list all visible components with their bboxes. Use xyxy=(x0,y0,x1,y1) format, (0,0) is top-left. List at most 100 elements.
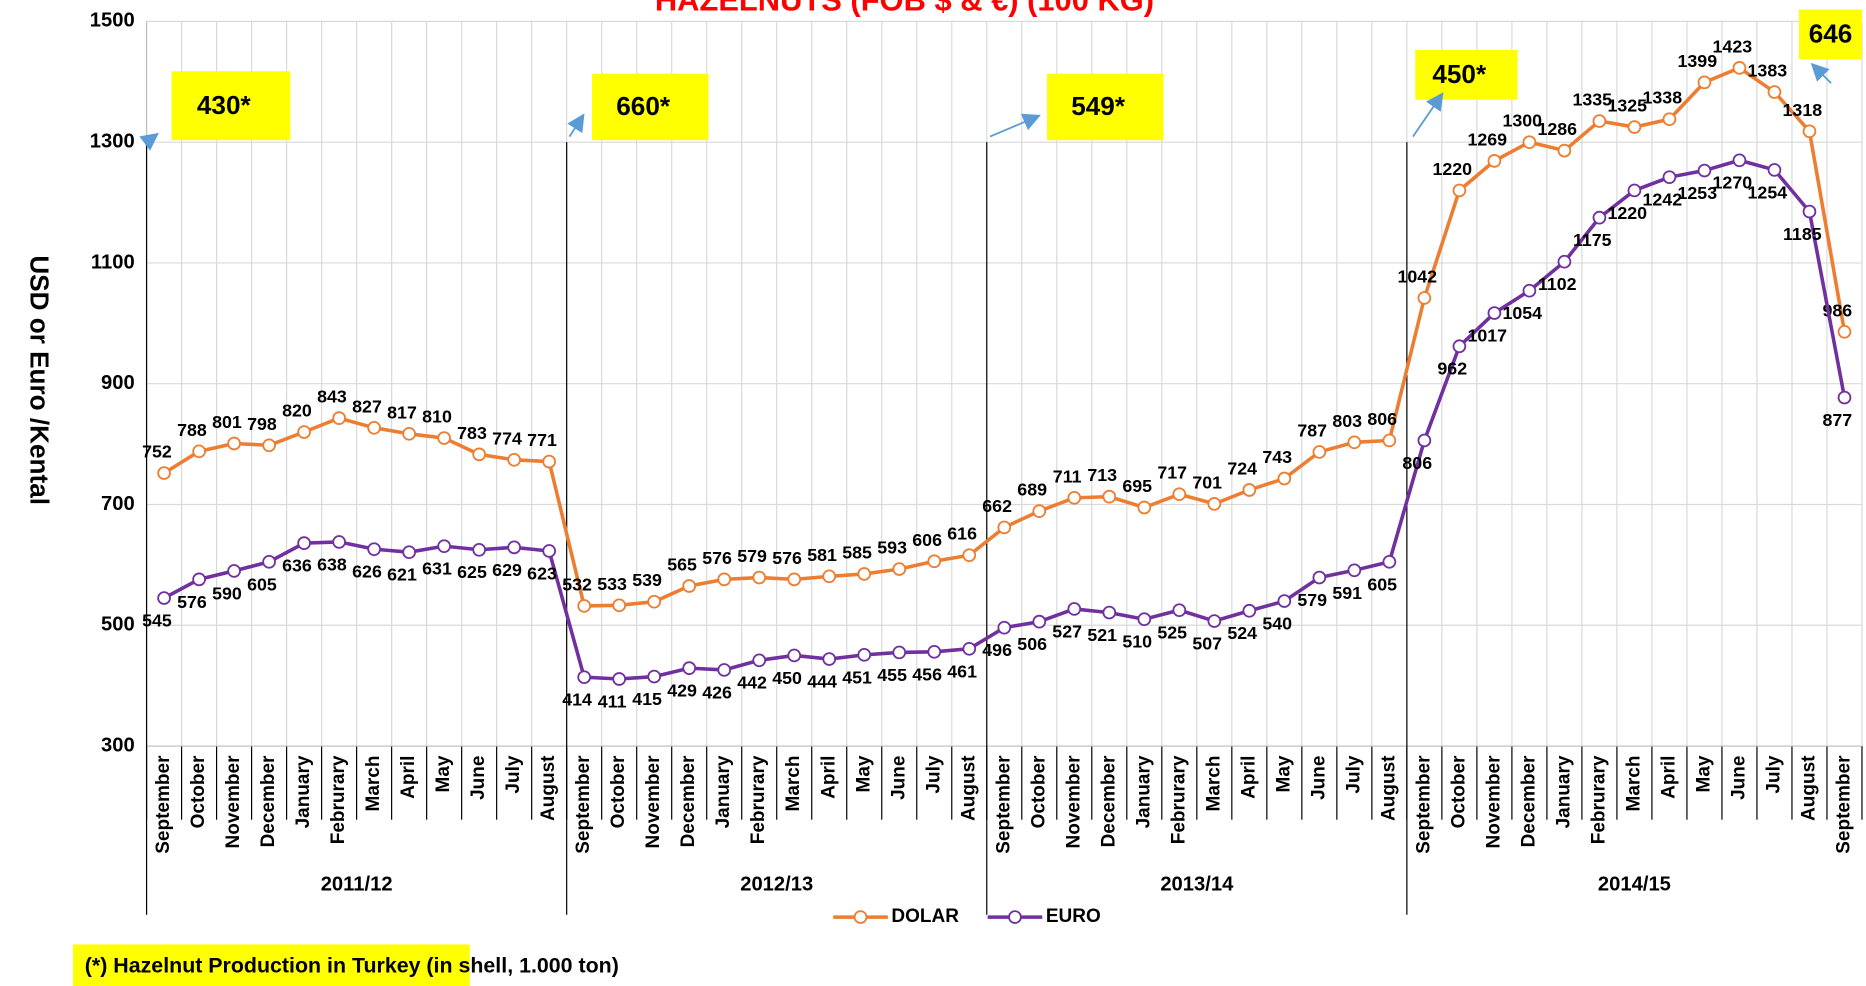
x-tick-label: December xyxy=(258,755,279,847)
annotation: 549* xyxy=(1071,91,1126,121)
point xyxy=(367,420,381,435)
point xyxy=(1837,390,1852,405)
point xyxy=(332,411,346,425)
point xyxy=(1802,204,1817,219)
point xyxy=(1522,283,1537,298)
point xyxy=(822,569,837,584)
data-label: 579 xyxy=(737,546,767,566)
data-label: 442 xyxy=(737,673,767,693)
data-label: 623 xyxy=(527,563,557,583)
data-label: 621 xyxy=(387,565,417,585)
data-label: 450 xyxy=(772,668,802,688)
annotation-box xyxy=(1415,49,1518,100)
data-label: 579 xyxy=(1297,590,1327,610)
x-tick-label: Februrary xyxy=(748,755,769,844)
x-tick-label: November xyxy=(223,755,244,849)
legend-label: DOLAR xyxy=(891,906,959,927)
annotation-box xyxy=(171,71,291,141)
point xyxy=(1627,120,1642,134)
data-label: 565 xyxy=(667,555,697,575)
point xyxy=(542,454,557,469)
point xyxy=(1487,154,1502,168)
x-tick-label: August xyxy=(538,755,559,821)
data-label: 593 xyxy=(877,538,907,558)
x-tick-label: July xyxy=(1343,755,1364,793)
point xyxy=(612,672,627,686)
x-tick-label: May xyxy=(433,755,454,792)
point xyxy=(1382,433,1397,448)
point xyxy=(752,570,767,585)
data-label: 713 xyxy=(1087,465,1117,485)
x-tick-label: August xyxy=(958,755,979,821)
data-label: 662 xyxy=(982,496,1012,516)
point xyxy=(1207,614,1222,628)
point xyxy=(1137,612,1152,627)
data-label: 1423 xyxy=(1713,36,1753,56)
x-tick-label: July xyxy=(1763,755,1784,793)
data-label: 1042 xyxy=(1397,266,1437,286)
point xyxy=(682,579,697,593)
point xyxy=(1662,112,1677,127)
annotation-box xyxy=(1047,73,1164,141)
point xyxy=(297,536,311,550)
x-tick-label: January xyxy=(1133,755,1154,828)
data-label: 638 xyxy=(317,554,347,574)
x-tick-label: December xyxy=(1518,755,1539,847)
data-label: 810 xyxy=(422,407,452,427)
point xyxy=(682,661,697,675)
data-label: 451 xyxy=(842,667,872,687)
data-label: 701 xyxy=(1192,472,1222,492)
annotation: 430* xyxy=(197,90,252,120)
point xyxy=(1067,491,1082,505)
legend-marker xyxy=(1008,910,1022,924)
data-label: 576 xyxy=(177,592,207,612)
x-tick-label: October xyxy=(1448,755,1469,828)
point xyxy=(647,669,662,684)
point xyxy=(717,572,732,587)
y-tick-label: 300 xyxy=(101,734,135,756)
data-label: 788 xyxy=(177,420,207,440)
x-tick-label: June xyxy=(888,756,909,800)
point xyxy=(1032,504,1047,518)
point xyxy=(1557,254,1572,269)
point xyxy=(1382,555,1397,569)
point xyxy=(507,540,521,555)
data-label: 1253 xyxy=(1678,183,1718,203)
data-label: 711 xyxy=(1053,466,1082,486)
point xyxy=(472,447,486,462)
point xyxy=(1417,433,1432,448)
data-label: 510 xyxy=(1122,632,1152,652)
point xyxy=(1732,61,1747,75)
data-label: 1185 xyxy=(1783,224,1822,244)
x-tick-label: January xyxy=(713,755,734,828)
x-tick-label: March xyxy=(783,756,804,812)
point xyxy=(927,644,942,659)
x-tick-label: October xyxy=(1028,755,1049,828)
data-label: 717 xyxy=(1157,463,1187,483)
annotation-arrow xyxy=(567,113,585,138)
data-label: 496 xyxy=(982,640,1012,660)
data-label: 962 xyxy=(1437,359,1467,379)
x-tick-label: May xyxy=(1693,755,1714,792)
point xyxy=(717,663,732,677)
annotation: 450* xyxy=(1432,59,1487,89)
point xyxy=(1452,183,1467,198)
data-label: 1335 xyxy=(1572,90,1612,110)
point xyxy=(437,431,451,445)
data-label: 752 xyxy=(142,442,172,462)
x-tick-label: March xyxy=(1203,756,1224,812)
data-label: 787 xyxy=(1297,420,1327,440)
x-tick-label: April xyxy=(1238,756,1259,799)
data-label: 843 xyxy=(317,387,347,407)
data-label: 1270 xyxy=(1713,173,1753,193)
x-tick-label: Februrary xyxy=(328,755,349,844)
annotation-arrow xyxy=(139,132,159,151)
data-label: 605 xyxy=(247,574,277,594)
x-tick-label: Februrary xyxy=(1588,755,1609,844)
x-tick-label: January xyxy=(1553,755,1574,828)
data-label: 827 xyxy=(352,396,382,416)
point xyxy=(857,567,872,581)
data-label: 415 xyxy=(632,689,662,709)
point xyxy=(1277,471,1292,486)
